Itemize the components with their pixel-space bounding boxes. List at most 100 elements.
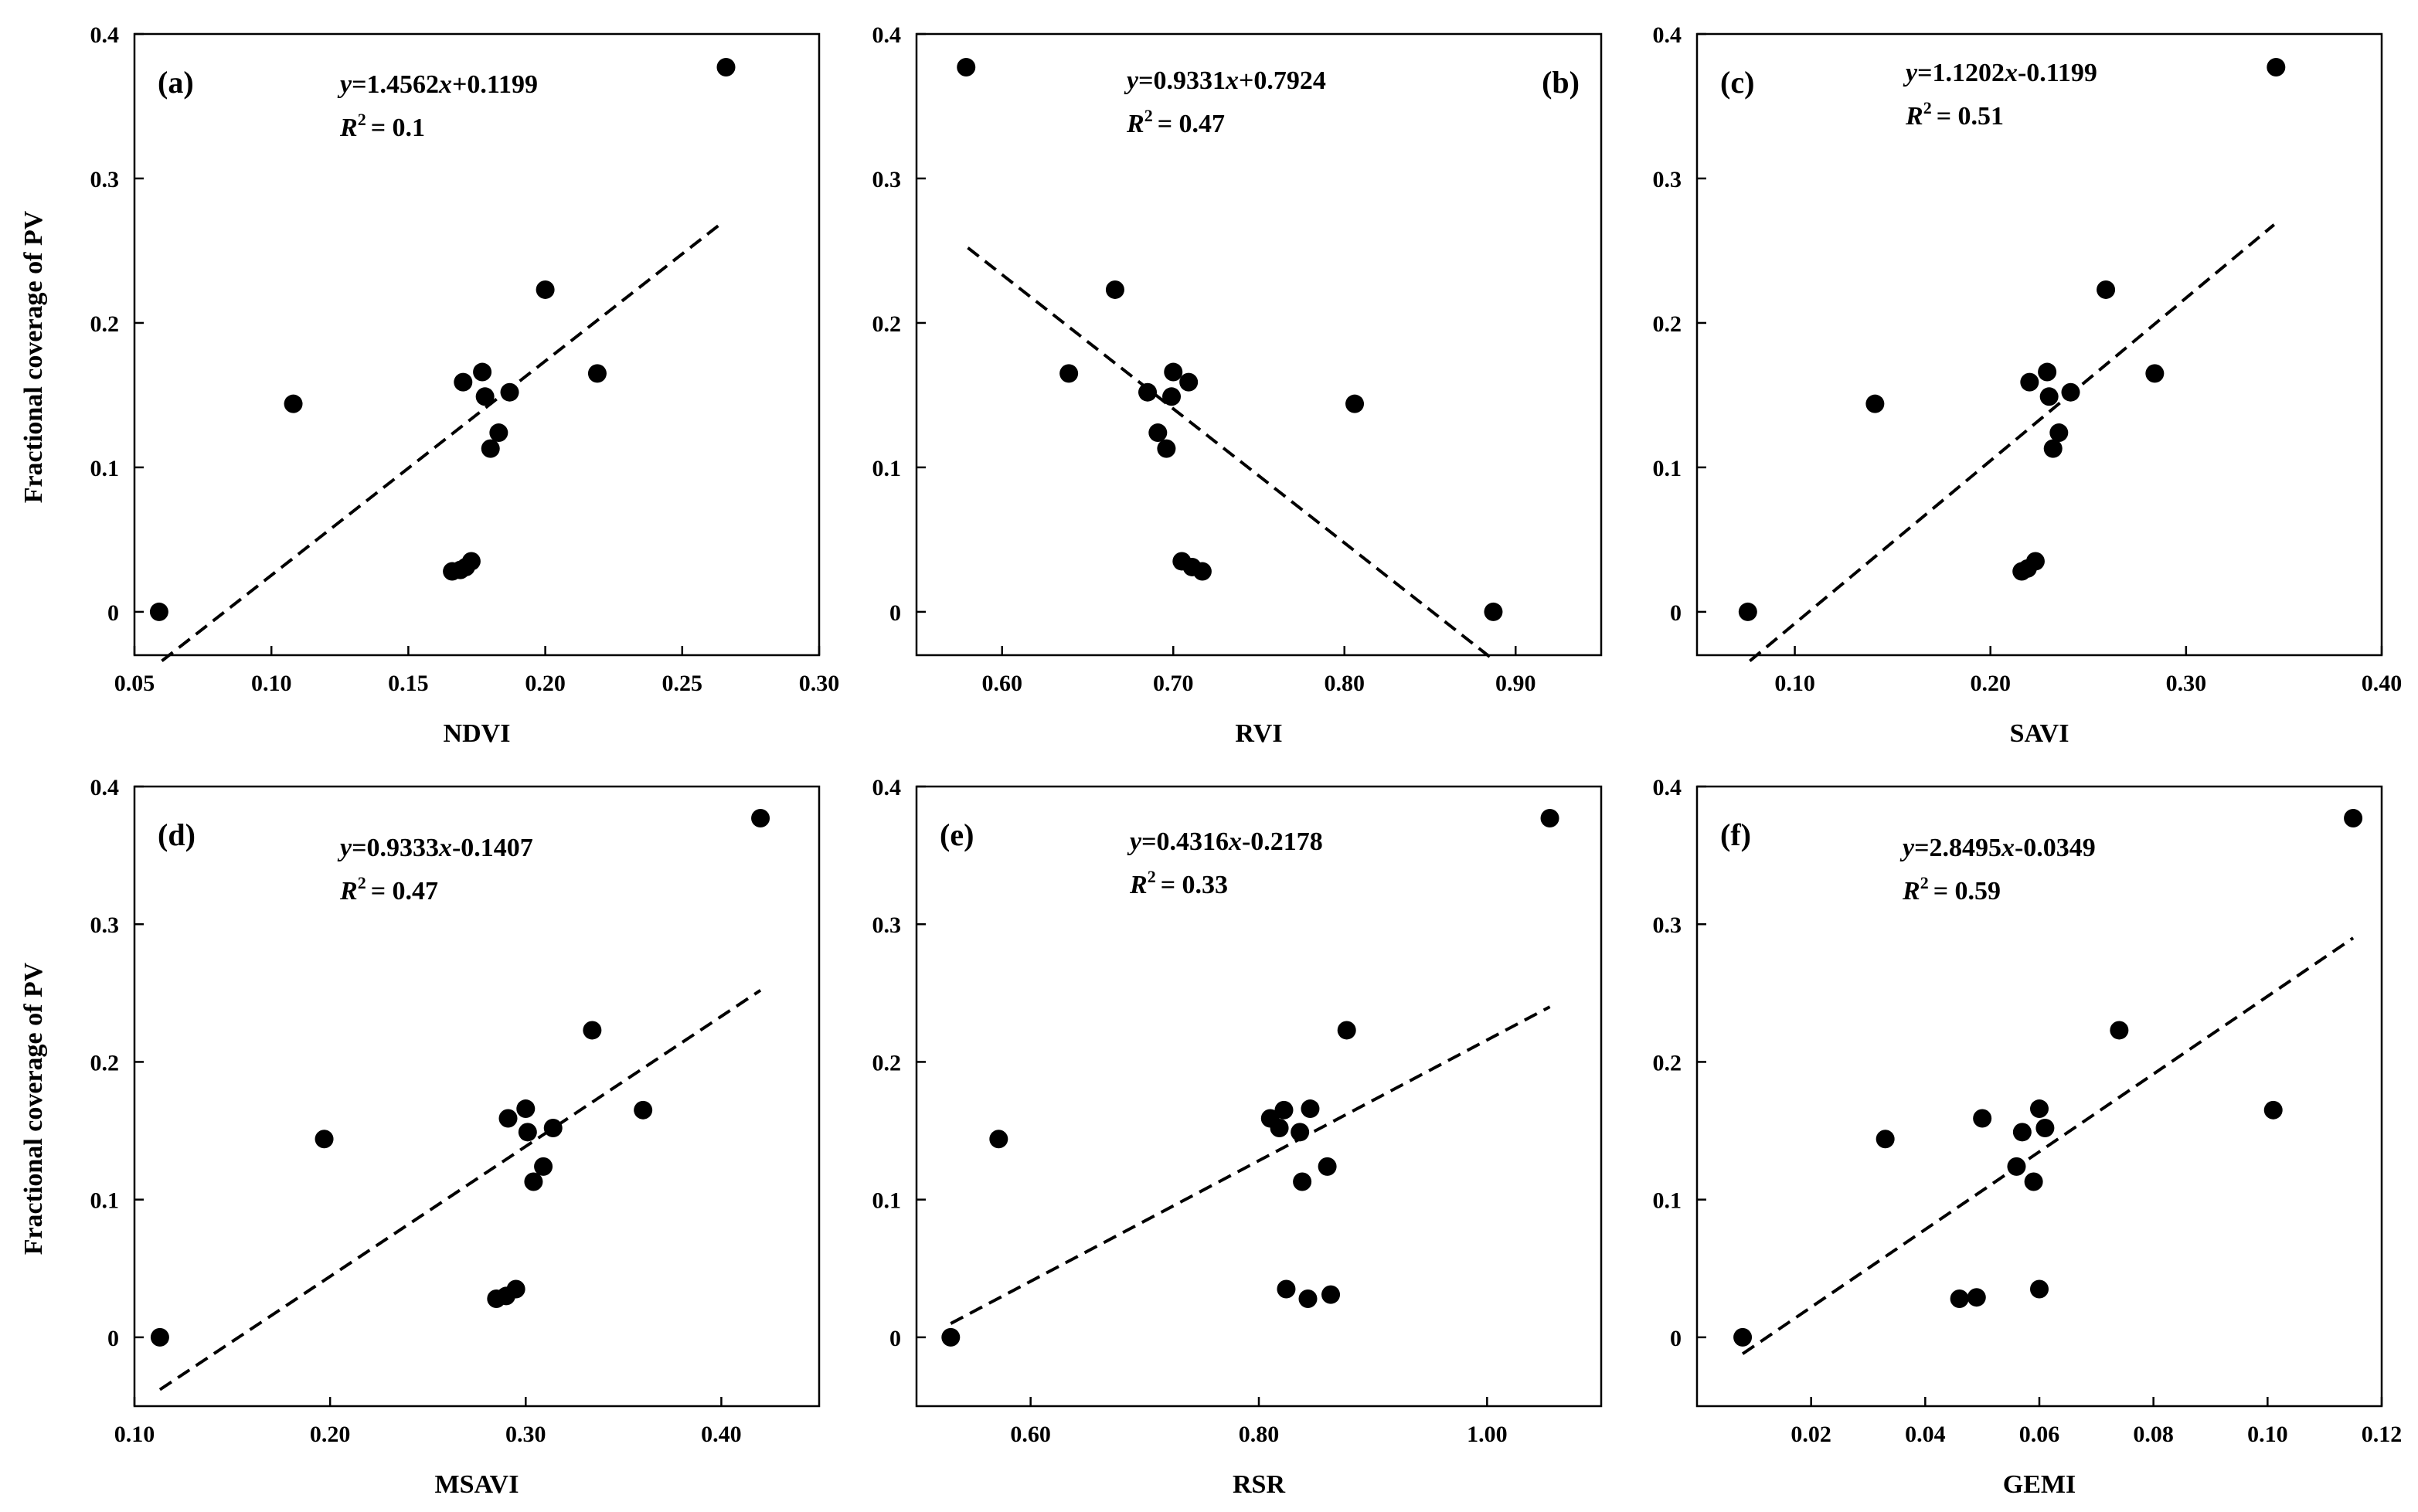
panel-a: 0.05 0.10 0.15 0.20 0.25 0.30 0 0.1 0.2 0.3 0.4 NDV… (90, 22, 840, 748)
data-point (284, 394, 303, 413)
data-point (2043, 439, 2063, 458)
panel-d: 0.10 0.20 0.30 0.40 0 0.1 0.2 0.3 0.4 MSAVI (d) y=0… (90, 775, 821, 1499)
x-axis-label: SAVI (2010, 719, 2069, 748)
data-point (500, 382, 519, 402)
data-point (2035, 1118, 2055, 1137)
y-tick-label: 0.2 (1653, 1050, 1682, 1075)
data-point (475, 387, 495, 406)
x-axis-label: NDVI (444, 719, 511, 748)
data-point (1059, 364, 1079, 383)
x-axis-label: MSAVI (435, 1470, 519, 1499)
data-point (1345, 394, 1365, 413)
regression-line (1741, 936, 2355, 1355)
data-point (941, 1327, 961, 1347)
regression-line (950, 1005, 1551, 1325)
data-point (1876, 1130, 1895, 1149)
data-point (1148, 423, 1168, 443)
x-tick-label: 0.25 (662, 671, 703, 696)
panel-b: 0.60 0.70 0.80 0.90 0 0.1 0.2 0.3 0.4 RVI (b) y=0.9… (872, 22, 1603, 748)
y-tick-label: 0.1 (1653, 1188, 1682, 1214)
regression-line (967, 246, 1496, 663)
x-tick-label: 0.80 (1325, 671, 1365, 696)
regression-equation: y=1.4562x+0.1199 (337, 70, 538, 99)
data-point (1270, 1118, 1289, 1137)
data-point (1337, 1021, 1356, 1040)
data-point (989, 1130, 1008, 1149)
y-tick-label: 0.3 (872, 167, 902, 192)
y-tick-label: 0.2 (90, 311, 120, 337)
data-point (1274, 1100, 1294, 1120)
x-tick-label: 0.05 (114, 671, 155, 696)
data-point (2097, 280, 2116, 299)
data-point (543, 1118, 563, 1137)
y-tick-label: 0 (1670, 1326, 1682, 1351)
data-point (2145, 364, 2165, 383)
data-point (1967, 1288, 1986, 1307)
x-tick-label: 0.20 (1970, 671, 2011, 696)
data-point (315, 1130, 334, 1149)
data-point (534, 1157, 553, 1176)
data-point (634, 1100, 653, 1120)
x-tick-label: 0.30 (2166, 671, 2207, 696)
data-point (489, 423, 508, 443)
data-point (506, 1279, 525, 1299)
plot-frame (1695, 32, 2383, 657)
x-tick-label: 0.40 (2362, 671, 2403, 696)
data-point (2038, 362, 2057, 382)
data-point (1950, 1289, 1969, 1308)
y-tick-label: 0.2 (90, 1050, 120, 1075)
data-point (957, 58, 976, 77)
y-axis-label-top: Fractional coverage of PV (19, 210, 48, 503)
x-tick-label: 0.20 (310, 1422, 351, 1447)
plot-frame (915, 32, 1603, 657)
x-tick-label: 0.60 (982, 671, 1023, 696)
regression-equation: y=0.9333x-0.1407 (337, 834, 533, 862)
data-point (1277, 1279, 1296, 1299)
panel-label: (a) (158, 65, 194, 100)
y-tick-label: 0.1 (90, 1188, 120, 1214)
regression-equation: y=1.1202x-0.1199 (1903, 59, 2097, 87)
data-point (1157, 439, 1176, 458)
y-tick-label: 0 (889, 600, 901, 626)
data-point (516, 1099, 536, 1119)
data-point (2025, 552, 2045, 571)
x-tick-label: 0.10 (2247, 1422, 2288, 1447)
y-tick-label: 0.4 (872, 775, 902, 800)
data-point (2110, 1021, 2129, 1040)
data-point (536, 280, 555, 299)
data-point (1318, 1157, 1337, 1176)
data-point (2012, 1123, 2032, 1142)
data-point (1162, 387, 1182, 406)
panel-c: 0.10 0.20 0.30 0.40 0 0.1 0.2 0.3 0.4 SAVI (c) y=1.… (1653, 22, 2403, 748)
r-squared: R2 = 0.47 (1126, 106, 1225, 138)
y-tick-label: 0 (889, 1326, 901, 1351)
data-point (2024, 1172, 2043, 1191)
data-point (1733, 1327, 1753, 1347)
data-point (1973, 1109, 1992, 1128)
data-point (1192, 562, 1212, 581)
x-tick-label: 1.00 (1467, 1422, 1508, 1447)
x-tick-label: 0.02 (1791, 1422, 1831, 1447)
x-axis-label: RVI (1235, 719, 1282, 748)
x-tick-label: 0.12 (2362, 1422, 2403, 1447)
panel-label: (c) (1720, 65, 1754, 100)
y-tick-label: 0 (107, 600, 119, 626)
y-tick-label: 0.3 (1653, 167, 1682, 192)
y-tick-label: 0.4 (1653, 22, 1682, 48)
panel-label: (d) (158, 817, 196, 852)
y-tick-label: 0.1 (872, 456, 902, 481)
y-tick-label: 0.2 (872, 311, 902, 337)
x-tick-label: 0.60 (1010, 1422, 1051, 1447)
regression-line (161, 220, 725, 663)
x-tick-label: 0.10 (1774, 671, 1815, 696)
y-tick-label: 0.3 (90, 912, 120, 938)
x-axis-label: RSR (1233, 1470, 1285, 1499)
x-tick-label: 0.70 (1153, 671, 1194, 696)
data-point (1321, 1285, 1341, 1304)
data-point (461, 552, 481, 571)
regression-line (158, 989, 762, 1391)
data-point (524, 1172, 543, 1191)
x-tick-label: 0.30 (505, 1422, 546, 1447)
data-point (1301, 1099, 1320, 1119)
